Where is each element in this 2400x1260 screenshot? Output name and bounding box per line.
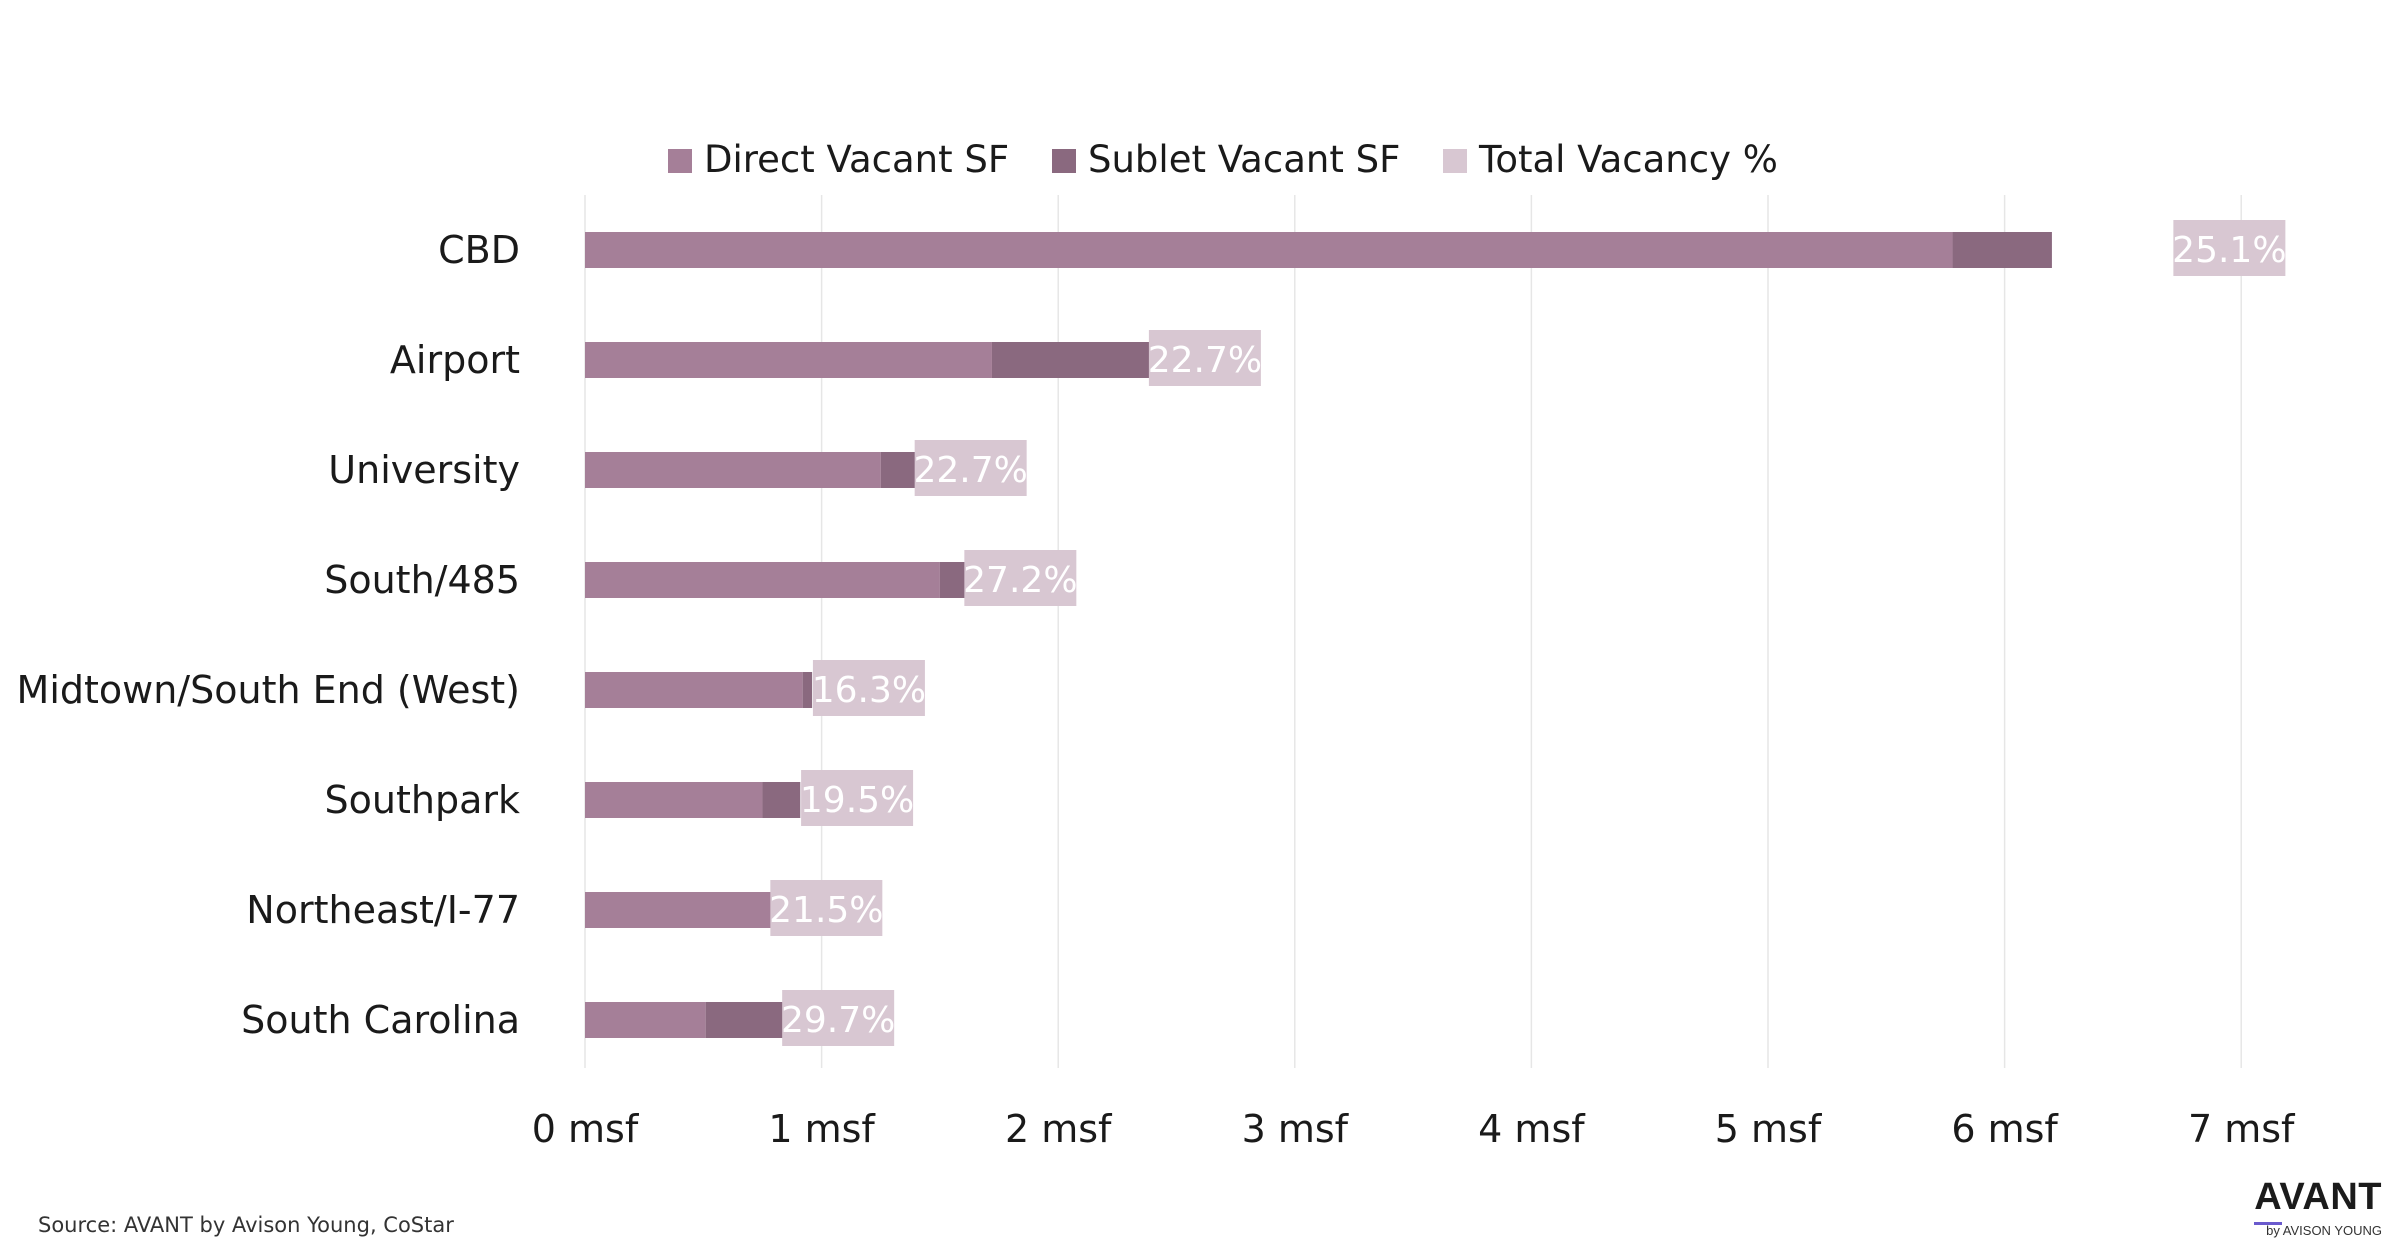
category-label-cbd: CBD — [438, 228, 520, 272]
vacancy-label-text-airport: 22.7% — [1148, 340, 1262, 381]
x-tick-label-2: 2 msf — [1005, 1107, 1113, 1151]
bar-direct-vacant-sf-midtown-south-end-west — [585, 672, 803, 708]
category-label-south-485: South/485 — [324, 558, 520, 602]
vacancy-label-box-midtown-south-end-west — [812, 660, 925, 716]
vacancy-label-south-485: 27.2% — [963, 550, 1078, 606]
vacancy-label-airport: 22.7% — [1148, 330, 1262, 386]
bar-direct-vacant-sf-southpark — [585, 782, 763, 818]
category-label-university: University — [328, 448, 520, 492]
bar-sublet-vacant-sf-midtown-south-end-west — [802, 672, 813, 708]
bar-direct-vacant-sf-northeast-i-77 — [585, 892, 775, 928]
chart-legend: Direct Vacant SF Sublet Vacant SF Total Va… — [668, 138, 1778, 181]
vacancy-label-southpark: 19.5% — [800, 770, 914, 826]
bar-direct-vacant-sf-cbd — [585, 232, 1953, 268]
x-tick-label-7: 7 msf — [2188, 1107, 2296, 1151]
logo-subtitle: by AVISON YOUNG — [2266, 1223, 2382, 1238]
legend-swatch-direct-vacant-sf — [668, 149, 692, 173]
x-tick-label-3: 3 msf — [1242, 1107, 1350, 1151]
category-label-south-carolina: South Carolina — [241, 998, 520, 1042]
vacancy-label-text-university: 22.7% — [913, 450, 1027, 491]
bar-direct-vacant-sf-south-485 — [585, 562, 940, 598]
brand-logo: AVANT by AVISON YOUNG — [2242, 1178, 2382, 1238]
vacancy-label-box-south-carolina — [782, 990, 895, 1046]
chart-bars — [585, 232, 2052, 1038]
bar-sublet-vacant-sf-cbd — [1952, 232, 2052, 268]
category-label-airport: Airport — [390, 338, 520, 382]
logo-wordmark: AVANT — [2254, 1176, 2382, 1218]
vacancy-label-midtown-south-end-west: 16.3% — [812, 660, 926, 716]
vacancy-label-box-northeast-i-77 — [770, 880, 883, 936]
category-label-midtown-south-end-west: Midtown/South End (West) — [17, 668, 520, 712]
bar-direct-vacant-sf-south-carolina — [585, 1002, 706, 1038]
vacancy-label-box-cbd — [2173, 220, 2286, 276]
vacancy-label-cbd: 25.1% — [2172, 220, 2287, 276]
vacancy-label-text-southpark: 19.5% — [800, 780, 914, 821]
vacancy-label-northeast-i-77: 21.5% — [769, 880, 884, 936]
vacancy-label-box-south-485 — [964, 550, 1077, 606]
category-labels: CBD Airport University South/485 Midtown/Sou… — [17, 228, 520, 1042]
x-tick-label-6: 6 msf — [1951, 1107, 2059, 1151]
x-tick-label-1: 1 msf — [768, 1107, 876, 1151]
x-tick-label-4: 4 msf — [1478, 1107, 1586, 1151]
legend-swatch-sublet-vacant-sf — [1052, 149, 1076, 173]
vacancy-label-box-university — [914, 440, 1027, 496]
legend-label-total-vacancy: Total Vacancy % — [1478, 138, 1778, 181]
x-axis-ticks: 0 msf 1 msf 2 msf 3 msf 4 msf 5 msf 6 msf 7 msf — [532, 1107, 2296, 1151]
legend-label-sublet-vacant-sf: Sublet Vacant SF — [1088, 138, 1400, 181]
vacancy-label-south-carolina: 29.7% — [781, 990, 895, 1046]
bar-sublet-vacant-sf-southpark — [762, 782, 801, 818]
legend-swatch-total-vacancy — [1443, 149, 1467, 173]
legend-label-direct-vacant-sf: Direct Vacant SF — [704, 138, 1009, 181]
legend-item-sublet-vacant-sf: Sublet Vacant SF — [1052, 138, 1400, 181]
vacancy-label-university: 22.7% — [913, 440, 1028, 496]
vacancy-label-text-northeast-i-77: 21.5% — [769, 890, 883, 931]
bar-direct-vacant-sf-university — [585, 452, 881, 488]
vacancy-label-box-airport — [1148, 330, 1261, 386]
chart-gridlines — [584, 195, 2242, 1068]
bar-direct-vacant-sf-airport — [585, 342, 992, 378]
x-tick-label-0: 0 msf — [532, 1107, 640, 1151]
legend-item-direct-vacant-sf: Direct Vacant SF — [668, 138, 1009, 181]
source-note: Source: AVANT by Avison Young, CoStar — [38, 1213, 454, 1237]
vacancy-labels: 25.1% 22.7% 22.7% 27.2% 16.3% 19.5% 21.5% 29.7% — [769, 220, 2287, 1046]
vacancy-label-text-cbd: 25.1% — [2172, 230, 2286, 271]
category-label-northeast-i-77: Northeast/I-77 — [246, 888, 520, 932]
vacancy-label-text-south-carolina: 29.7% — [781, 1000, 895, 1041]
vacancy-label-text-midtown-south-end-west: 16.3% — [812, 670, 926, 711]
category-label-southpark: Southpark — [325, 778, 520, 822]
legend-item-total-vacancy: Total Vacancy % — [1443, 138, 1778, 181]
x-tick-label-5: 5 msf — [1715, 1107, 1823, 1151]
vacancy-label-box-southpark — [801, 770, 914, 826]
vacancy-label-text-south-485: 27.2% — [963, 560, 1077, 601]
logo-accent-bar — [2254, 1222, 2282, 1225]
